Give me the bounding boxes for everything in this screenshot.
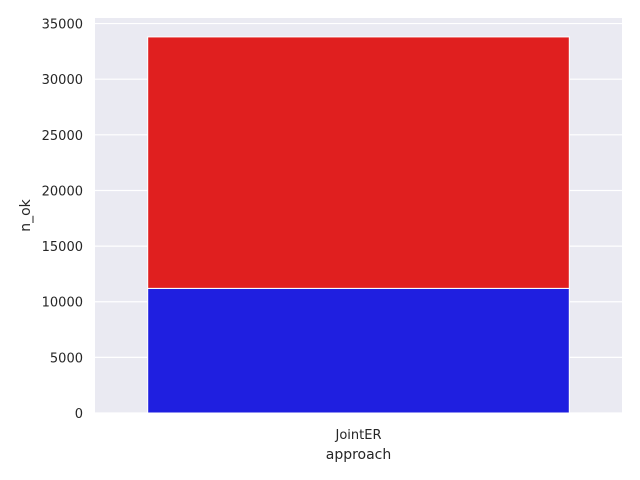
y-tick-label: 20000 (42, 184, 83, 199)
y-tick-label: 5000 (50, 351, 83, 366)
y-tick-label: 25000 (42, 129, 83, 144)
x-axis-label: approach (326, 447, 392, 463)
y-axis-ticks: 0 5000 10000 15000 20000 25000 30000 35000 (42, 18, 83, 422)
x-tick-label: JointER (335, 428, 382, 443)
bar-segment (147, 287, 570, 414)
y-tick-label: 15000 (42, 240, 83, 255)
bar-segment (147, 36, 570, 289)
bars (147, 36, 570, 414)
y-tick-label: 35000 (42, 18, 83, 33)
y-axis-label: n_ok (18, 198, 34, 231)
y-tick-label: 30000 (42, 73, 83, 88)
x-axis-ticks: JointER (335, 428, 382, 443)
y-tick-label: 10000 (42, 296, 83, 311)
y-tick-label: 0 (75, 407, 83, 422)
